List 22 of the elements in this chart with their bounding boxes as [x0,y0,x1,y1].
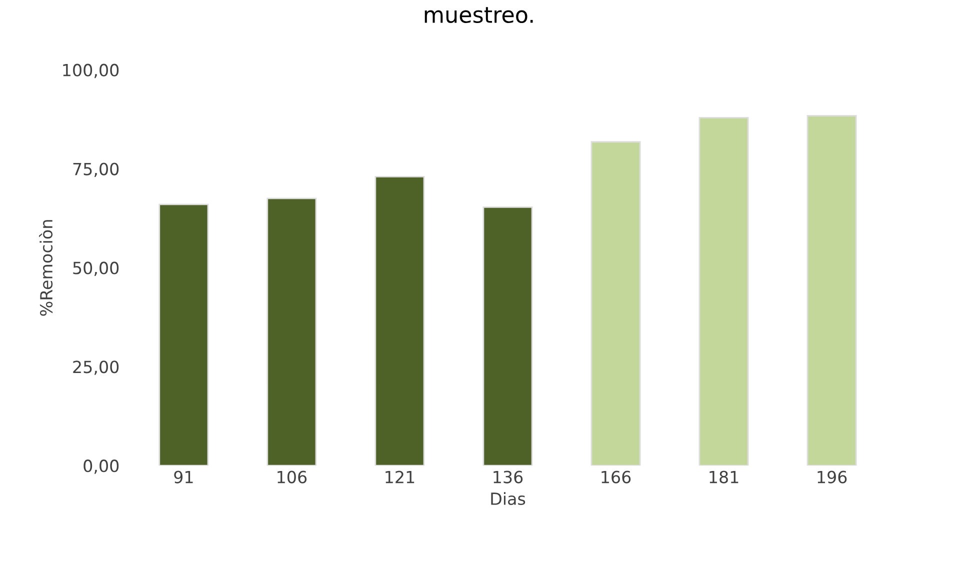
y-axis-title: %Remociòn [39,220,53,316]
y-tick-label: 25,00 [73,360,119,375]
x-tick-label: 181 [710,470,738,484]
bar [590,141,641,466]
x-tick-label: 196 [818,470,847,484]
bar [482,206,533,466]
x-tick-label: 91 [174,470,193,484]
chart-title: muestreo. [424,7,533,24]
x-tick-label: 166 [602,470,631,484]
x-tick-label: 136 [494,470,523,484]
x-tick-label: 106 [278,470,307,484]
y-tick-label: 100,00 [63,64,119,78]
bar [158,204,209,466]
bar [698,117,749,466]
bar [806,115,857,466]
x-tick-label: 121 [386,470,414,484]
bar [266,198,317,466]
bar [374,176,425,466]
y-tick-label: 0,00 [84,460,119,474]
y-tick-label: 50,00 [73,262,119,276]
y-tick-label: 75,00 [73,162,119,178]
x-axis-title: Dias [491,492,526,506]
